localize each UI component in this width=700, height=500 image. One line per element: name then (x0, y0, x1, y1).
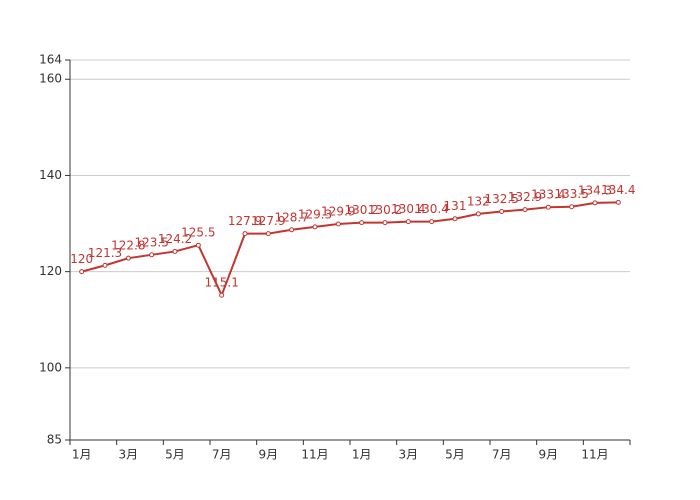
value-label: 129.9 (321, 205, 355, 219)
value-label: 130.4 (391, 202, 425, 216)
point (265, 231, 271, 237)
x-tick-label: 9月 (259, 448, 279, 462)
x-tick-label: 11月 (581, 448, 608, 462)
point (452, 216, 458, 222)
value-label: 127.9 (228, 214, 262, 228)
point (149, 252, 155, 258)
value-label: 132 (467, 194, 490, 208)
y-tick-label: 164 (39, 53, 62, 67)
point (242, 231, 248, 237)
point (312, 224, 318, 230)
value-label: 121.3 (88, 246, 122, 260)
point (429, 219, 435, 225)
value-label: 133.5 (554, 187, 588, 201)
point (592, 200, 598, 206)
x-tick-label: 5月 (165, 448, 185, 462)
point (79, 269, 85, 275)
point (335, 221, 341, 227)
x-tick-label: 3月 (119, 448, 139, 462)
value-label: 134.3 (578, 183, 612, 197)
point (172, 248, 178, 254)
value-label: 123.5 (134, 235, 168, 249)
point (569, 204, 575, 210)
point (475, 211, 481, 217)
value-label: 133.4 (531, 188, 565, 202)
x-tick-label: 7月 (492, 448, 512, 462)
point (289, 227, 295, 233)
value-label: 132.5 (484, 192, 518, 206)
value-label: 128.7 (274, 210, 308, 224)
y-tick-label: 100 (39, 360, 62, 374)
point (545, 204, 551, 210)
value-label: 132.9 (508, 190, 542, 204)
value-label: 130.4 (414, 202, 448, 216)
x-tick-label: 9月 (539, 448, 559, 462)
y-tick-label: 85 (47, 433, 62, 447)
point (102, 262, 108, 268)
x-tick-label: 1月 (72, 448, 92, 462)
point (522, 207, 528, 213)
x-tick-label: 1月 (352, 448, 372, 462)
point (405, 219, 411, 225)
point (615, 199, 621, 205)
x-tick-label: 7月 (212, 448, 232, 462)
point (219, 292, 225, 298)
x-tick-label: 11月 (301, 448, 328, 462)
value-label: 130.2 (344, 203, 378, 217)
value-label: 127.9 (251, 214, 285, 228)
value-label: 134.4 (601, 183, 635, 197)
y-tick-label: 140 (39, 168, 62, 182)
point (382, 220, 388, 226)
value-label: 125.5 (181, 226, 215, 240)
value-label: 120 (70, 252, 93, 266)
point (499, 209, 505, 215)
value-label: 124.2 (158, 232, 192, 246)
value-label: 131 (444, 199, 467, 213)
point (195, 242, 201, 248)
line (81, 201, 619, 298)
value-label: 122.8 (111, 239, 145, 253)
y-tick-label: 160 (39, 72, 62, 86)
point (359, 220, 365, 226)
x-tick-label: 5月 (445, 448, 465, 462)
x-tick-label: 3月 (399, 448, 419, 462)
value-label: 115.1 (204, 276, 238, 290)
value-label: 129.3 (298, 207, 332, 221)
point (125, 255, 131, 261)
y-tick-label: 120 (39, 264, 62, 278)
value-label: 130.2 (368, 203, 402, 217)
